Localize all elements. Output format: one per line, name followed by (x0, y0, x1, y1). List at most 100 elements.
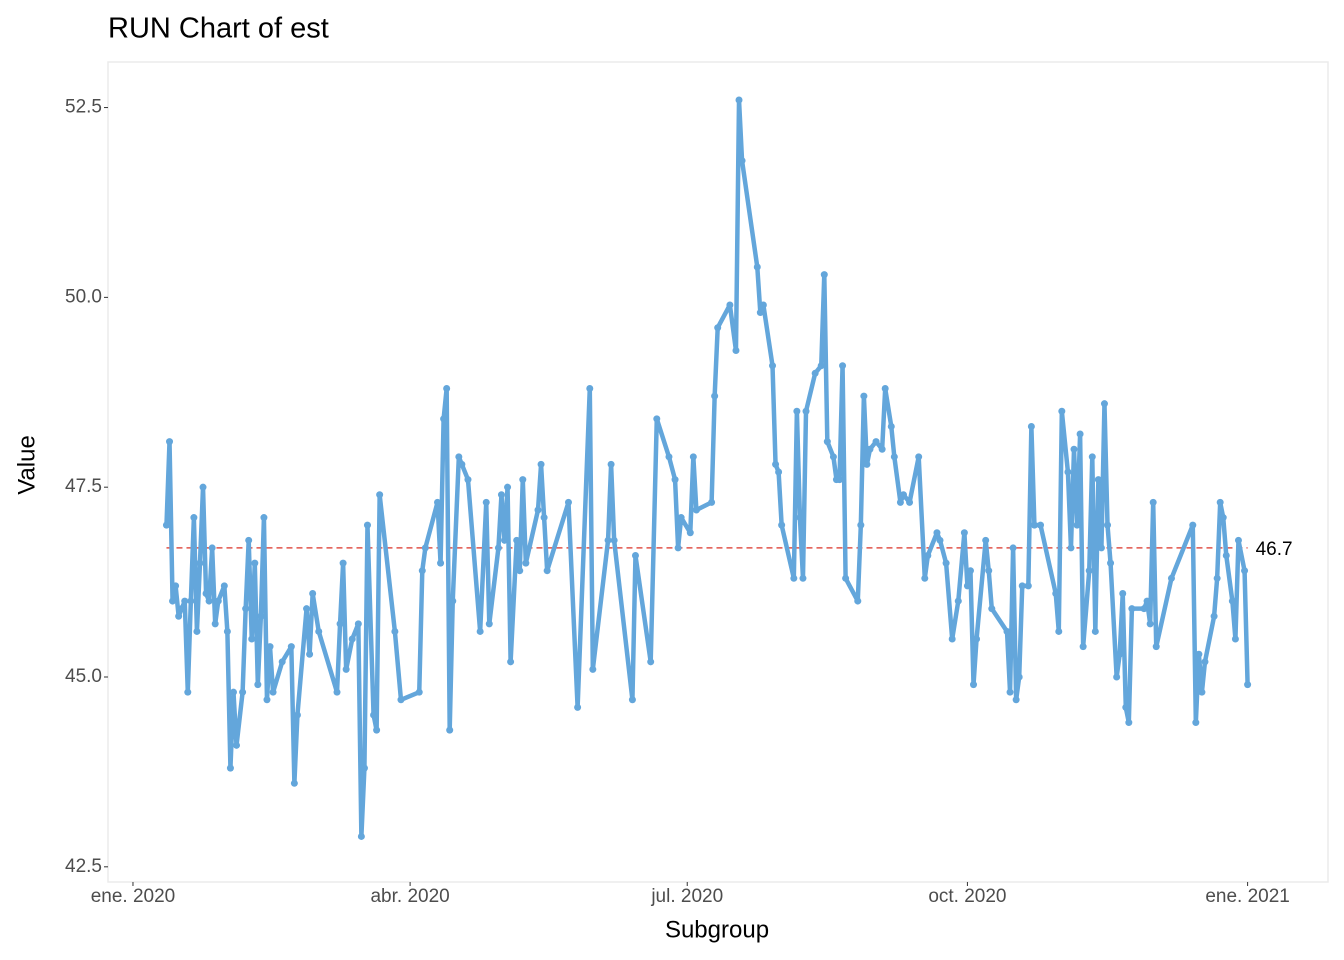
data-point (370, 711, 378, 719)
data-point (1219, 514, 1227, 522)
data-point (455, 453, 463, 461)
data-point (1073, 521, 1081, 529)
data-point (948, 635, 956, 643)
data-point (942, 559, 950, 567)
data-point (494, 544, 502, 552)
data-point (211, 620, 219, 628)
data-point (1241, 567, 1249, 575)
data-point (1064, 468, 1072, 476)
data-point (501, 536, 509, 544)
data-point (1113, 673, 1121, 681)
data-point (1213, 574, 1221, 582)
data-point (1231, 635, 1239, 643)
y-tick-label: 45.0 (65, 666, 102, 687)
data-point (199, 483, 207, 491)
y-tick-label: 47.5 (65, 476, 102, 497)
data-point (1052, 589, 1060, 597)
data-point (1107, 559, 1115, 567)
data-point (540, 514, 548, 522)
data-point (1119, 589, 1127, 597)
data-point (820, 271, 828, 279)
data-point (1152, 643, 1160, 651)
data-point (1143, 597, 1151, 605)
data-point (793, 407, 801, 415)
data-point (796, 514, 804, 522)
data-point (245, 536, 253, 544)
data-point (357, 832, 365, 840)
data-point (354, 620, 362, 628)
x-tick-label: abr. 2020 (370, 886, 449, 907)
data-point (397, 696, 405, 704)
data-point (1024, 582, 1032, 590)
data-point (1104, 521, 1112, 529)
data-point (714, 324, 722, 332)
data-point (1201, 658, 1209, 666)
data-point (866, 445, 874, 453)
data-point (519, 476, 527, 484)
data-point (881, 384, 889, 392)
data-point (248, 635, 256, 643)
data-point (872, 438, 880, 446)
data-point (674, 544, 682, 552)
data-point (336, 620, 344, 628)
data-point (769, 362, 777, 370)
x-tick-label: ene. 2021 (1205, 886, 1290, 907)
data-point (220, 582, 228, 590)
data-point (169, 597, 177, 605)
data-point (1100, 400, 1108, 408)
data-point (290, 779, 298, 787)
data-point (799, 574, 807, 582)
data-point (960, 529, 968, 537)
y-axis-label: Value (13, 435, 40, 495)
data-point (418, 567, 426, 575)
data-point (333, 688, 341, 696)
data-point (574, 703, 582, 711)
data-point (653, 415, 661, 423)
data-point (610, 536, 618, 544)
data-point (1027, 422, 1035, 430)
data-point (202, 589, 210, 597)
data-point (464, 476, 472, 484)
data-point (306, 650, 314, 658)
data-point (485, 620, 493, 628)
data-point (842, 574, 850, 582)
data-point (1094, 476, 1102, 484)
data-point (1122, 703, 1130, 711)
data-point (899, 491, 907, 499)
data-point (543, 567, 551, 575)
data-point (1116, 650, 1124, 658)
data-point (184, 688, 192, 696)
data-point (482, 498, 490, 506)
data-point (817, 362, 825, 370)
data-point (1216, 498, 1224, 506)
data-point (759, 301, 767, 309)
y-tick-label: 52.5 (65, 97, 102, 118)
data-point (586, 384, 594, 392)
data-point (391, 627, 399, 635)
data-point (1076, 430, 1084, 438)
data-point (1015, 673, 1023, 681)
data-point (190, 514, 198, 522)
data-point (839, 362, 847, 370)
data-point (772, 460, 780, 468)
data-point (1140, 605, 1148, 613)
data-point (857, 521, 865, 529)
data-point (1030, 521, 1038, 529)
data-point (293, 711, 301, 719)
data-point (507, 658, 515, 666)
chart-title: RUN Chart of est (108, 13, 329, 45)
data-point (309, 589, 317, 597)
data-point (671, 476, 679, 484)
data-point (686, 529, 694, 537)
data-point (449, 597, 457, 605)
data-point (287, 643, 295, 651)
data-point (677, 514, 685, 522)
data-point (775, 468, 783, 476)
data-point (726, 301, 734, 309)
data-point (689, 453, 697, 461)
data-point (1009, 544, 1017, 552)
data-point (1037, 521, 1045, 529)
data-point (1058, 407, 1066, 415)
data-point (229, 688, 237, 696)
data-point (631, 552, 639, 560)
